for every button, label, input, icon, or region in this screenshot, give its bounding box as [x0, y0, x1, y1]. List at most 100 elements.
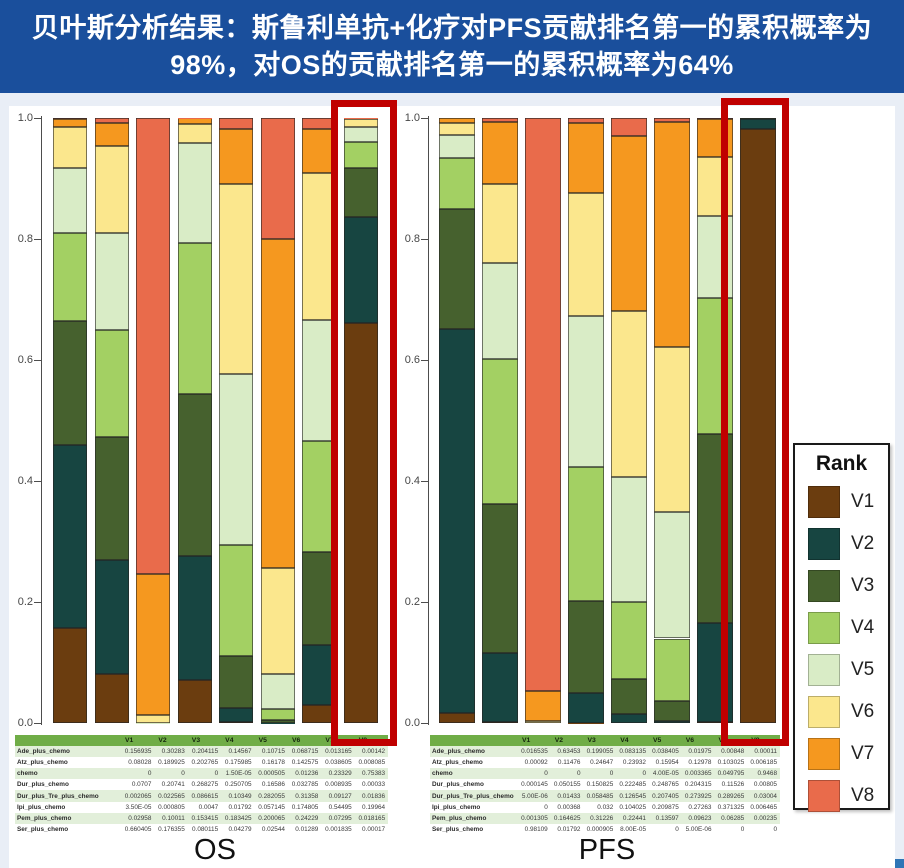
- bar-segment-v3: [94, 436, 129, 560]
- bar-segment-v8: [525, 118, 561, 691]
- table-row-atz_plus_chemo: Atz_plus_chemo 0.00092 0.11476 0.24647 0.239…: [430, 757, 780, 769]
- table-cell: 0.01975: [688, 748, 712, 756]
- bar-segment-v8: [568, 118, 604, 123]
- table-cell: 0.11526: [721, 781, 745, 789]
- bar-segment-v2: [177, 555, 212, 681]
- bar-segment-v6: [611, 311, 647, 477]
- bar-segment-v2: [53, 444, 87, 629]
- bar-segment-v8: [260, 118, 295, 239]
- table-cell: 0.19964: [362, 803, 386, 811]
- table-row-pem_plus_chemo: Pem_plus_chemo 0.001305 0.164625 0.31226 0.2…: [430, 812, 780, 824]
- legend-label: V8: [851, 785, 875, 806]
- table-cell: 0.000505: [258, 770, 285, 778]
- table-cell: 0.16178: [261, 759, 285, 767]
- table-cell: 0.049795: [717, 770, 745, 778]
- y-axis-tick: [421, 118, 428, 119]
- table-cell: 0.209875: [652, 803, 679, 811]
- table-cell: 0.24229: [295, 814, 319, 822]
- bar-segment-v7: [525, 690, 561, 721]
- pfs-serplulimab-highlight-box: [721, 98, 789, 746]
- bar-segment-v7: [439, 118, 475, 124]
- bar-segment-v7: [260, 238, 295, 569]
- stacked-bar-chemo: [136, 118, 170, 723]
- bar-segment-v7: [94, 122, 129, 147]
- table-cell: 0.006185: [750, 759, 777, 767]
- table-cell: 0.199055: [586, 748, 614, 756]
- bar-segment-v5: [482, 262, 518, 360]
- table-cell: 0.016535: [521, 748, 548, 756]
- y-axis-tick-label: 0.8: [17, 233, 33, 245]
- table-row-ipi_plus_chemo: Ipi_plus_chemo 0 0.00368 0.032 0.104025 0.209…: [430, 801, 780, 813]
- table-cell: 0.086615: [191, 792, 219, 800]
- bar-segment-v2: [94, 559, 129, 675]
- stacked-bar-ade_plus_chemo: [439, 118, 475, 723]
- table-cell: 0: [214, 770, 219, 778]
- table-cell: 0.000905: [586, 825, 614, 833]
- table-cell: 0.01433: [557, 792, 581, 800]
- row-label: Dur_plus_Tre_plus_chemo: [432, 792, 514, 800]
- bar-segment-v5: [177, 143, 212, 244]
- y-axis-tick: [421, 602, 428, 603]
- table-cell: 0: [740, 825, 745, 833]
- legend-swatch-v2: [808, 528, 840, 560]
- y-axis-tick-label: 0.0: [17, 717, 33, 729]
- table-cell: 0.156935: [124, 748, 152, 756]
- table-row-dur_plus_chemo: Dur_plus_chemo 0.000145 0.050155 0.150825 0.…: [430, 779, 780, 791]
- bar-segment-v6: [439, 123, 475, 136]
- table-cell: 0.038605: [325, 759, 352, 767]
- table-cell: 0.013165: [325, 748, 352, 756]
- table-cell: 0.02958: [128, 814, 152, 822]
- table-cell: 0.103025: [717, 759, 745, 767]
- table-row-ade_plus_chemo: Ade_plus_chemo 0.016535 0.63453 0.199055 0.0…: [430, 746, 780, 758]
- table-cell: 1.50E-05: [225, 770, 252, 778]
- table-cell: 3.50E-05: [125, 803, 152, 811]
- y-axis-tick: [34, 481, 41, 482]
- bar-segment-v7: [219, 129, 253, 185]
- table-cell: 0.080115: [191, 825, 219, 833]
- bar-segment-v7: [611, 136, 647, 312]
- y-axis-tick: [34, 723, 41, 724]
- legend-swatch-v4: [808, 612, 840, 644]
- table-row-ser_plus_chemo: Ser_plus_chemo 0.98109 0.01792 0.000905 8.00…: [430, 823, 780, 835]
- table-cell: 0.16586: [261, 781, 285, 789]
- table-cell: 0.289265: [717, 792, 745, 800]
- table-cell: 0.176355: [158, 825, 185, 833]
- table-cell: 0.02544: [261, 825, 285, 833]
- table-cell: 0.222485: [619, 781, 646, 789]
- table-row-atz_plus_chemo: Atz_plus_chemo 0.08028 0.189925 0.202765 0.1…: [15, 757, 388, 769]
- legend-title: Rank: [815, 452, 868, 475]
- table-cell: 0.153415: [191, 814, 219, 822]
- legend-swatch-v1: [808, 486, 840, 518]
- bar-segment-v7: [568, 122, 604, 193]
- bar-segment-v6: [177, 123, 212, 144]
- y-axis-tick-label: 0.4: [17, 475, 33, 487]
- table-cell: 0.174805: [291, 803, 319, 811]
- table-cell: 0.250705: [224, 781, 252, 789]
- bar-segment-v6: [260, 568, 295, 675]
- table-cell: 0.207405: [652, 792, 679, 800]
- y-axis-tick: [421, 239, 428, 240]
- bar-segment-v4: [439, 158, 475, 209]
- bar-segment-v6: [482, 184, 518, 263]
- y-axis-line: [41, 116, 42, 725]
- bar-segment-v3: [482, 503, 518, 654]
- table-cell: 0.12978: [688, 759, 712, 767]
- table-cell: 0.104025: [619, 803, 646, 811]
- table-cell: 0.01792: [557, 825, 581, 833]
- bar-segment-v5: [260, 674, 295, 709]
- table-row-dur_plus_tre_plus_chemo: Dur_plus_Tre_plus_chemo 5.00E-06 0.01433 0.…: [430, 790, 780, 802]
- stacked-bar-ipi_plus_chemo: [654, 118, 690, 723]
- table-cell: 0.038405: [652, 748, 679, 756]
- column-header: V5: [258, 737, 267, 745]
- row-label: Dur_plus_Tre_plus_chemo: [17, 792, 99, 800]
- row-label: Ipi_plus_chemo: [432, 803, 481, 811]
- column-header: V7: [325, 737, 334, 745]
- bar-segment-v3: [53, 321, 87, 445]
- table-cell: 0.03004: [753, 792, 777, 800]
- column-header: V5: [653, 737, 662, 745]
- table-cell: 0.0707: [131, 781, 152, 789]
- table-cell: 0.006465: [750, 803, 777, 811]
- stacked-bar-dur_plus_chemo: [568, 118, 604, 723]
- title-line-1: 贝叶斯分析结果：斯鲁利单抗+化疗对PFS贡献排名第一的累积概率为: [31, 12, 873, 43]
- legend-swatch-v5: [808, 654, 840, 686]
